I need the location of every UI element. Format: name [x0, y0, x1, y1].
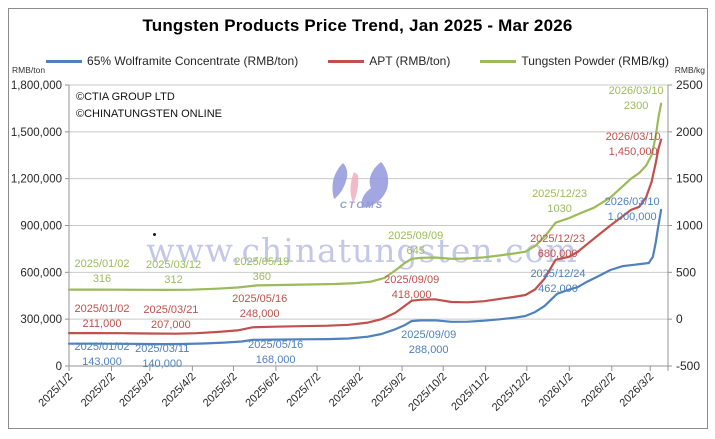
left-tick-label: 900,000	[20, 221, 62, 233]
left-tick-label: 1,200,000	[11, 174, 62, 186]
x-tick-label: 2025/8/2	[327, 371, 366, 410]
chart-title: Tungsten Products Price Trend, Jan 2025 …	[142, 16, 573, 35]
apt-line-swatch	[328, 59, 365, 63]
legend-item-apt: APT (RMB/ton)	[328, 54, 450, 68]
x-tick-label: 2025/10/2	[406, 371, 449, 414]
right-tick-label: 0	[676, 312, 683, 326]
chart-border	[8, 8, 708, 429]
left-axis-unit: RMB/ton	[12, 65, 46, 75]
left-tick-label: 1,500,000	[11, 127, 62, 139]
right-tick-label: 2500	[676, 78, 703, 92]
copyright-line-1: ©CTIA GROUP LTD	[76, 91, 175, 103]
series-lines	[67, 102, 663, 346]
legend-label-wolframite: 65% Wolframite Concentrate (RMB/ton)	[87, 54, 299, 68]
watermark: CTOMS www.chinatungsten.com	[146, 162, 578, 270]
left-tick-label: 600,000	[20, 267, 62, 279]
copyright-block: ©CTIA GROUP LTD ©CHINATUNGSTEN ONLINE	[76, 89, 222, 123]
x-tick-label: 2025/7/2	[284, 371, 323, 410]
ctoms-logo	[332, 162, 389, 208]
left-tick-label: 0	[56, 361, 62, 373]
logo-right-swoosh	[361, 162, 389, 208]
logo-left-petal	[332, 163, 348, 199]
axes	[65, 84, 672, 371]
x-tick-label: 2025/4/2	[160, 371, 199, 410]
x-tick-label: 2026/2/2	[579, 371, 618, 410]
right-tick-label: -500	[676, 359, 700, 373]
legend-label-powder: Tungsten Powder (RMB/kg)	[521, 54, 669, 68]
series-line-tungsten-powder	[67, 102, 663, 291]
logo-wordmark: CTOMS	[340, 200, 384, 211]
stray-dot	[153, 233, 156, 236]
legend-label-apt: APT (RMB/ton)	[369, 54, 451, 68]
watermark-text: www.chinatungsten.com	[146, 231, 578, 270]
legend-item-powder: Tungsten Powder (RMB/kg)	[480, 54, 669, 68]
x-tick-label: 2025/3/2	[117, 371, 156, 410]
wolframite-line-swatch	[46, 59, 83, 63]
x-tick-label: 2025/6/2	[243, 371, 282, 410]
right-tick-label: 1000	[676, 219, 703, 233]
x-tick-label: 2026/3/2	[618, 371, 657, 410]
gridlines	[69, 84, 668, 320]
legend: 65% Wolframite Concentrate (RMB/ton) APT…	[0, 54, 715, 68]
x-tick-label: 2025/9/2	[369, 371, 408, 410]
series-line-wolframite	[67, 208, 663, 346]
x-tick-label: 2025/1/2	[36, 371, 75, 410]
left-tick-label: 300,000	[20, 314, 62, 326]
powder-line-swatch	[480, 59, 517, 63]
x-tick-label: 2025/11/2	[449, 371, 492, 414]
right-tick-label: 500	[676, 265, 696, 279]
copyright-line-2: ©CHINATUNGSTEN ONLINE	[76, 108, 223, 120]
logo-pink-flame	[350, 172, 359, 203]
series-line-apt	[67, 138, 663, 335]
x-tick-label: 2026/1/2	[537, 371, 576, 410]
x-tick-label: 2025/5/2	[201, 371, 240, 410]
x-tick-label: 2025/12/2	[490, 371, 533, 414]
right-axis-unit: RMB/kg	[674, 65, 705, 75]
left-tick-label: 1,800,000	[11, 80, 62, 92]
x-tick-label: 2025/2/2	[79, 371, 118, 410]
right-tick-label: 1500	[676, 172, 703, 186]
legend-item-wolframite: 65% Wolframite Concentrate (RMB/ton)	[46, 54, 298, 68]
right-tick-label: 2000	[676, 125, 703, 139]
